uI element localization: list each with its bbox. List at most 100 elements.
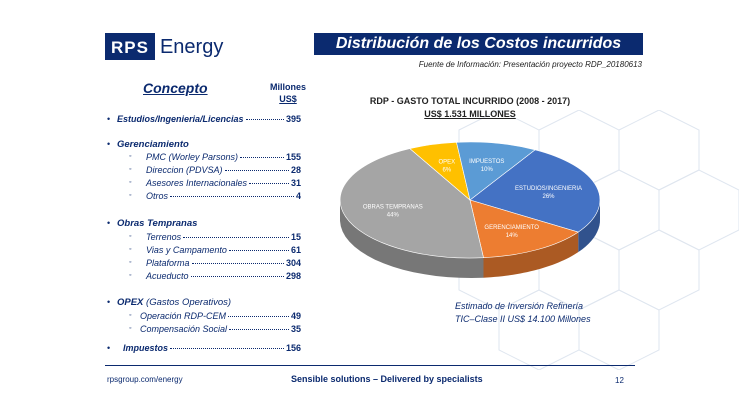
table-row: Otros 4 xyxy=(146,191,301,201)
units-header: Millones US$ xyxy=(268,81,308,105)
units-line-1: Millones xyxy=(269,82,306,92)
pie-chart: ESTUDIOS/INGENIERIA 26% GERENCIAMIENTO 14% O… xyxy=(339,141,601,278)
table-row: Terrenos 15 xyxy=(146,232,301,242)
sub-bullet-icon: ◦ xyxy=(129,272,132,279)
concept-header: Concepto xyxy=(143,80,208,96)
row-value: 28 xyxy=(290,165,301,175)
pie-label: ESTUDIOS/INGENIERIA xyxy=(515,186,582,192)
sub-bullet-icon: ◦ xyxy=(129,233,132,240)
sub-bullet-icon: ◦ xyxy=(129,153,132,160)
note-line-2: TIC–Clase II US$ 14.100 Millones xyxy=(455,314,591,324)
table-row: PMC (Worley Parsons) 155 xyxy=(146,152,301,162)
row-label: Direccion (PDVSA) xyxy=(146,165,223,175)
row-value: 155 xyxy=(285,152,301,162)
table-row: Estudios/Ingenieria/Licencias 395 xyxy=(117,114,301,124)
footer-divider xyxy=(105,365,635,366)
pie-slice-gerenciamiento xyxy=(469,199,579,259)
table-row: Plataforma 304 xyxy=(146,258,301,268)
category-obras: Obras Tempranas xyxy=(117,218,198,229)
sub-bullet-icon: ◦ xyxy=(129,325,132,332)
dot-leader xyxy=(245,119,284,120)
bullet-icon: • xyxy=(107,343,111,353)
dot-leader xyxy=(228,316,289,317)
pie-value-label: 44% xyxy=(387,212,400,218)
row-value: 35 xyxy=(290,324,301,334)
row-value: 304 xyxy=(285,258,301,268)
pie-value-label: 10% xyxy=(481,167,494,173)
table-row: Acueducto 298 xyxy=(146,271,301,281)
row-label: Vias y Campamento xyxy=(146,245,227,255)
logo-rps: RPS xyxy=(105,33,155,60)
dot-leader xyxy=(228,250,289,251)
bullet-icon: • xyxy=(107,139,111,149)
row-value: 395 xyxy=(285,114,301,124)
chart-title: RDP - GASTO TOTAL INCURRIDO (2008 - 2017… xyxy=(369,96,571,106)
row-label: Asesores Internacionales xyxy=(146,178,248,188)
dot-leader xyxy=(249,183,289,184)
opex-paren: (Gastos Operativos) xyxy=(146,297,232,308)
row-value: 15 xyxy=(290,232,301,242)
table-row: Asesores Internacionales 31 xyxy=(146,178,301,188)
chart-subtitle: US$ 1.531 MILLONES xyxy=(424,109,516,119)
pie-side-estudios-ingenieria xyxy=(578,199,600,253)
row-label: Impuestos xyxy=(123,343,169,353)
footer-url: rpsgroup.com/energy xyxy=(107,375,183,384)
row-label: Plataforma xyxy=(146,258,190,268)
sub-bullet-icon: ◦ xyxy=(129,246,132,253)
table-row: Impuestos 156 xyxy=(123,343,301,353)
pie-label: OBRAS TEMPRANAS xyxy=(363,204,423,210)
sub-bullet-icon: ◦ xyxy=(129,179,132,186)
row-value: 49 xyxy=(290,311,301,321)
row-value: 298 xyxy=(285,271,301,281)
sub-bullet-icon: ◦ xyxy=(129,192,132,199)
table-row: Vias y Campamento 61 xyxy=(146,245,301,255)
bullet-icon: • xyxy=(107,218,111,228)
table-row: Compensación Social 35 xyxy=(140,324,301,334)
source-note: Fuente de Información: Presentación proy… xyxy=(418,60,642,69)
sub-bullet-icon: ◦ xyxy=(129,166,132,173)
footer-tagline: Sensible solutions – Delivered by specia… xyxy=(291,374,483,384)
pie-value-label: 6% xyxy=(442,168,451,174)
row-value: 4 xyxy=(295,191,301,201)
row-value: 31 xyxy=(290,178,301,188)
logo-energy: Energy xyxy=(159,36,224,58)
bullet-icon: • xyxy=(107,114,111,124)
dot-leader xyxy=(183,237,289,238)
row-label: Terrenos xyxy=(146,232,182,242)
row-label: Estudios/Ingenieria/Licencias xyxy=(117,114,244,124)
units-line-2: US$ xyxy=(279,94,297,104)
category-gerenciamiento: Gerenciamiento xyxy=(117,139,189,150)
pie-slice-estudios-ingenieria xyxy=(469,149,601,233)
row-label: Operación RDP-CEM xyxy=(140,311,227,321)
table-row: Operación RDP-CEM 49 xyxy=(140,311,301,321)
pie-value-label: 14% xyxy=(506,233,519,239)
investment-note: Estimado de Inversión Refinería TIC–Clas… xyxy=(455,300,591,326)
dot-leader xyxy=(224,170,289,171)
rps-energy-logo: RPS Energy xyxy=(105,33,223,60)
page-title: Distribución de los Costos incurridos xyxy=(314,33,643,55)
sub-bullet-icon: ◦ xyxy=(129,312,132,319)
row-label: Acueducto xyxy=(146,271,189,281)
pie-slice-impuestos xyxy=(456,141,536,201)
row-label: PMC (Worley Parsons) xyxy=(146,152,239,162)
row-label: Compensación Social xyxy=(140,324,228,334)
page-number: 12 xyxy=(615,376,624,385)
pie-label: OPEX xyxy=(438,160,455,166)
pie-value-label: 26% xyxy=(542,194,555,200)
pie-label: GERENCIAMIENTO xyxy=(484,225,539,231)
pie-side-gerenciamiento xyxy=(483,232,579,278)
dot-leader xyxy=(190,276,284,277)
pie-slice-obras-tempranas xyxy=(339,148,484,259)
pie-side-obras-tempranas xyxy=(340,200,484,278)
table-row: Direccion (PDVSA) 28 xyxy=(146,165,301,175)
dot-leader xyxy=(240,157,284,158)
category-opex: OPEX (Gastos Operativos) xyxy=(117,297,231,308)
dot-leader xyxy=(229,329,289,330)
dot-leader xyxy=(170,196,294,197)
pie-label: IMPUESTOS xyxy=(469,159,504,165)
dot-leader xyxy=(191,263,284,264)
row-value: 61 xyxy=(290,245,301,255)
row-value: 156 xyxy=(285,343,301,353)
sub-bullet-icon: ◦ xyxy=(129,259,132,266)
dot-leader xyxy=(170,348,284,349)
